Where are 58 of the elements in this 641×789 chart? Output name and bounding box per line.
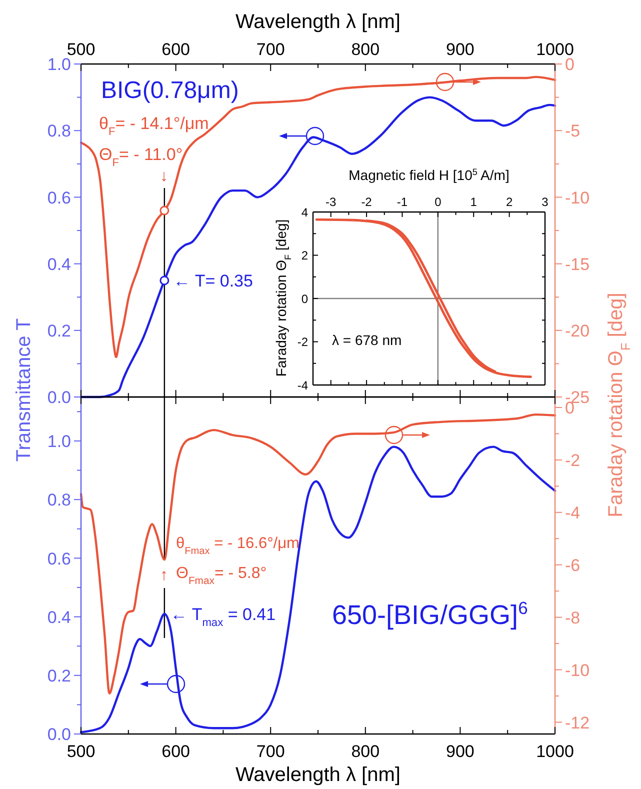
y-tick-label: 0.8 xyxy=(47,122,71,141)
x-tick-label: 600 xyxy=(162,40,190,59)
x-axis-title: Magnetic field H [10$^{5}$ A/m] xyxy=(348,167,510,183)
x-tick-label: 2 xyxy=(506,195,513,209)
x-tick-label: -1 xyxy=(396,195,408,209)
y2-tick-label: -5 xyxy=(565,122,580,141)
x-tick-label: -3 xyxy=(326,195,337,209)
x-axis-title: Wavelength λ [nm] xyxy=(236,11,400,33)
x-tick-label: 900 xyxy=(446,742,474,761)
y2-tick-label: -15 xyxy=(565,254,590,274)
y-axis-title: Transmittance T xyxy=(13,318,35,462)
y-tick-label: 0.4 xyxy=(47,608,71,627)
x-axis-title: Wavelength λ [nm] xyxy=(236,764,400,786)
y2-tick-label: -10 xyxy=(565,660,590,680)
x-tick-label: 700 xyxy=(256,40,285,59)
y-tick-label: 1.0 xyxy=(47,432,71,452)
y-tick-label: 0.2 xyxy=(47,666,71,686)
y2-tick-label: -10 xyxy=(565,188,590,208)
annotation: Θ$_{F}$= - 11.0° xyxy=(99,145,183,169)
y2-tick-label: -20 xyxy=(565,322,590,341)
x-tick-label: 800 xyxy=(351,40,380,59)
y-tick-label: 0.6 xyxy=(47,549,71,568)
x-tick-label: 500 xyxy=(66,742,96,761)
annotation: Θ$_{Fmax}$= - 5.8° xyxy=(176,565,267,586)
x-tick-label: 900 xyxy=(446,40,474,59)
annotation: ← T= 0.35 xyxy=(173,272,253,291)
y2-tick-label: -8 xyxy=(565,608,580,628)
y-tick-label: -2 xyxy=(297,335,308,350)
y-tick-label: 0.0 xyxy=(47,725,71,744)
annotation: 650-[BIG/GGG]$^{6}$ xyxy=(332,598,528,630)
y-tick-label: 0.6 xyxy=(47,188,71,208)
annotation: θ$_{F}$= - 14.1°/μm xyxy=(99,114,209,138)
y-tick-label: 0.4 xyxy=(47,254,71,274)
x-tick-label: 3 xyxy=(542,195,549,209)
x-tick-label: 800 xyxy=(351,742,380,761)
annotation: ← T$_{max}$ = 0.41 xyxy=(170,604,276,629)
x-tick-label: 1 xyxy=(470,195,478,209)
y2-tick-label: -2 xyxy=(565,451,580,470)
y2-tick-label: -12 xyxy=(565,713,590,732)
y-tick-label: 0.2 xyxy=(47,322,71,341)
x-tick-label: 0 xyxy=(434,195,442,209)
x-tick-label: -2 xyxy=(361,195,372,209)
annotation: θ$_{Fmax}$ = - 16.6°/μm xyxy=(176,535,300,556)
y-tick-label: 0.8 xyxy=(47,490,71,510)
annotation: λ = 678 nm xyxy=(332,332,402,348)
y-tick-label: 0 xyxy=(301,292,308,306)
y-tick-label: 0.0 xyxy=(47,388,71,408)
annotation: BIG(0.78μm) xyxy=(101,77,239,104)
annotation: ↓ xyxy=(160,168,168,185)
y2-tick-label: -6 xyxy=(565,556,580,575)
annotation: ↑ xyxy=(160,567,168,584)
x-tick-label: 700 xyxy=(256,742,285,761)
x-tick-label: 1000 xyxy=(536,742,574,761)
y-tick-label: 4 xyxy=(301,205,308,220)
y2-tick-label: -4 xyxy=(565,504,580,523)
y-tick-label: 2 xyxy=(301,248,308,263)
y-tick-label: -4 xyxy=(297,378,308,392)
x-tick-label: 600 xyxy=(162,742,190,761)
